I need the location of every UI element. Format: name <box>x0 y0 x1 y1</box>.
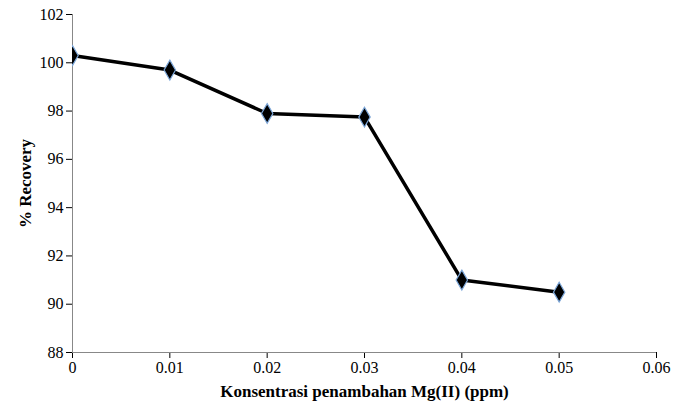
svg-text:98: 98 <box>48 102 64 119</box>
svg-text:88: 88 <box>48 344 64 361</box>
svg-text:90: 90 <box>48 295 64 312</box>
svg-text:% Recovery: % Recovery <box>16 138 35 228</box>
svg-text:Konsentrasi penambahan Mg(II): Konsentrasi penambahan Mg(II) (ppm) <box>220 382 509 401</box>
svg-text:0.03: 0.03 <box>351 359 379 376</box>
svg-text:0.06: 0.06 <box>643 359 671 376</box>
svg-text:0.04: 0.04 <box>448 359 476 376</box>
svg-text:0.02: 0.02 <box>253 359 281 376</box>
svg-text:0.05: 0.05 <box>545 359 573 376</box>
svg-text:92: 92 <box>48 247 64 264</box>
svg-text:102: 102 <box>40 6 64 23</box>
svg-text:0.01: 0.01 <box>156 359 184 376</box>
svg-text:94: 94 <box>48 199 64 216</box>
svg-text:96: 96 <box>48 150 64 167</box>
svg-text:100: 100 <box>40 54 64 71</box>
svg-text:0: 0 <box>69 359 77 376</box>
